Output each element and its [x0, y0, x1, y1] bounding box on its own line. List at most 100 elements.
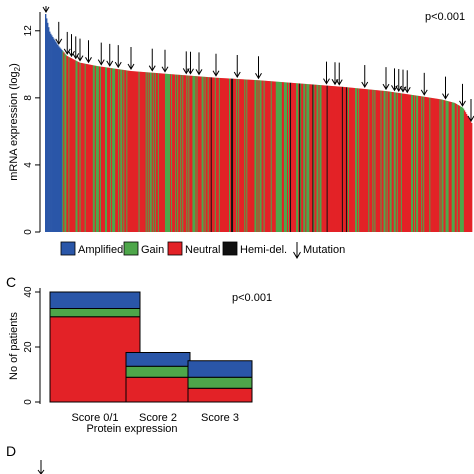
legend-label-neutral: Neutral	[185, 244, 220, 256]
sample-bar	[408, 94, 411, 232]
sample-bar	[367, 89, 369, 232]
mutation-arrow	[148, 48, 156, 72]
sample-bar	[143, 72, 145, 232]
sample-bar	[400, 93, 403, 232]
sample-bar	[247, 79, 249, 232]
sample-bar	[363, 88, 365, 232]
sample-bar	[287, 82, 290, 232]
mutation-arrow	[335, 62, 343, 86]
sample-bar	[373, 89, 375, 232]
y-axis-label: No of patients	[8, 312, 20, 380]
sample-bar	[236, 78, 238, 232]
sample-bar	[316, 84, 318, 232]
sample-bar	[149, 72, 152, 232]
category-label: Score 3	[201, 412, 239, 424]
sample-bar	[101, 66, 104, 232]
sample-bar	[339, 86, 342, 233]
sample-bar	[106, 67, 108, 232]
sample-bar	[96, 66, 99, 232]
mutation-arrow	[442, 76, 449, 100]
mutation-arrow	[459, 83, 466, 107]
sample-bar	[456, 104, 459, 232]
sample-bar	[240, 79, 242, 232]
sample-bar	[152, 72, 155, 232]
sample-bar	[200, 76, 202, 232]
sample-bar	[386, 91, 388, 232]
sample-bar	[97, 66, 100, 233]
y-tick-label: 0	[23, 229, 34, 235]
sample-bar	[59, 47, 61, 232]
sample-bar	[391, 92, 394, 232]
sample-bar	[58, 46, 60, 232]
sample-bar	[454, 103, 457, 232]
sample-bar	[375, 90, 377, 233]
legend-swatch-neutral	[167, 241, 183, 256]
mutation-arrow	[63, 31, 71, 55]
sample-bar	[464, 112, 467, 232]
sample-bar	[290, 82, 292, 232]
sample-bar	[460, 106, 463, 232]
sample-bar	[278, 81, 281, 232]
sample-bar	[117, 69, 119, 232]
sample-bar	[321, 85, 323, 233]
sample-bar	[305, 83, 307, 233]
sample-bar	[238, 79, 240, 232]
sample-bar	[158, 73, 161, 233]
sample-bar	[292, 82, 294, 232]
sample-bar	[335, 86, 338, 232]
sample-bar	[457, 105, 460, 232]
sample-bar	[300, 83, 302, 232]
sample-bar	[433, 98, 435, 232]
sample-bar	[56, 43, 58, 232]
mutation-arrow	[72, 36, 80, 60]
sample-bar	[108, 67, 110, 233]
sample-bar	[425, 97, 427, 232]
sample-bar	[296, 83, 298, 233]
sample-bar	[62, 51, 64, 233]
sample-bar	[70, 58, 72, 232]
sample-bar	[309, 84, 311, 232]
x-axis-label: Protein expression	[86, 423, 177, 435]
sample-bar	[393, 92, 396, 232]
sample-bar	[381, 90, 383, 232]
sample-bar	[360, 88, 362, 233]
mutation-arrow	[68, 34, 75, 58]
sample-bar	[100, 66, 103, 232]
mrna-expression-chart: 0 4 8 12 mRNA expression (log2) p<0.001	[8, 6, 474, 235]
sample-bar	[246, 79, 248, 232]
mutation-arrow	[195, 52, 203, 76]
sample-bar	[151, 72, 154, 233]
sample-bar	[442, 99, 444, 232]
stacked-bar-segment-gain	[125, 365, 191, 378]
sample-bar	[72, 59, 74, 233]
sample-bar	[107, 67, 109, 232]
sample-bar	[161, 73, 164, 232]
sample-bar	[78, 62, 80, 232]
sample-bar	[340, 86, 343, 232]
sample-bar	[112, 68, 114, 232]
sample-bar	[264, 80, 266, 232]
sample-bar	[394, 92, 397, 233]
sample-bar	[95, 65, 98, 233]
sample-bar	[225, 78, 228, 232]
sample-bar	[54, 40, 56, 233]
sample-bar	[302, 83, 304, 232]
sample-bar	[262, 80, 264, 232]
sample-bar	[239, 79, 241, 232]
sample-bar	[434, 98, 436, 233]
sample-bar	[217, 77, 220, 233]
sample-bars	[45, 14, 473, 233]
sample-bar	[83, 63, 85, 232]
sample-bar	[188, 75, 190, 232]
sample-bar	[131, 71, 133, 232]
sample-bar	[295, 83, 297, 232]
sample-bar	[272, 81, 275, 233]
sample-bar	[99, 66, 102, 232]
sample-bar	[286, 82, 289, 233]
sample-bar	[298, 83, 300, 233]
mutation-arrow	[233, 54, 241, 78]
sample-bar	[213, 77, 216, 232]
sample-bar	[261, 80, 263, 233]
sample-bar	[162, 73, 165, 232]
sample-bar	[399, 93, 402, 233]
